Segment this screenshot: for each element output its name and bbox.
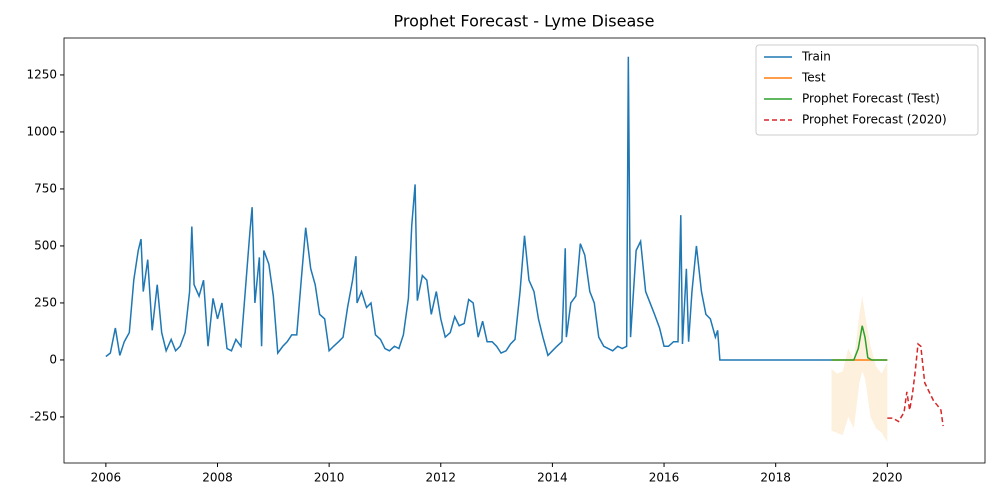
y-tick-label: 250	[34, 295, 57, 309]
confidence-interval	[831, 296, 888, 443]
y-tick-label: 1250	[26, 67, 57, 81]
x-tick-label: 2006	[91, 471, 122, 485]
y-tick-label: 500	[34, 238, 57, 252]
series-line	[105, 56, 832, 361]
x-tick-label: 2014	[537, 471, 568, 485]
legend-label: Train	[801, 50, 831, 64]
legend-box	[755, 44, 979, 136]
y-tick-label: 750	[34, 181, 57, 195]
y-tick-label: -250	[30, 409, 57, 423]
x-tick-label: 2018	[760, 471, 791, 485]
x-tick-label: 2020	[872, 471, 903, 485]
y-tick-label: 1000	[26, 124, 57, 138]
series-line	[831, 325, 888, 361]
y-tick-label: 0	[49, 352, 57, 366]
legend-label: Prophet Forecast (2020)	[802, 113, 947, 127]
series-line	[887, 342, 944, 427]
x-tick-label: 2016	[649, 471, 680, 485]
legend-label: Prophet Forecast (Test)	[802, 92, 940, 106]
plot-frame	[63, 37, 986, 464]
x-tick-label: 2012	[425, 471, 456, 485]
chart-title: Prophet Forecast - Lyme Disease	[394, 12, 655, 31]
x-tick-label: 2008	[202, 471, 233, 485]
x-tick-label: 2010	[314, 471, 345, 485]
legend-label: Test	[801, 71, 826, 85]
